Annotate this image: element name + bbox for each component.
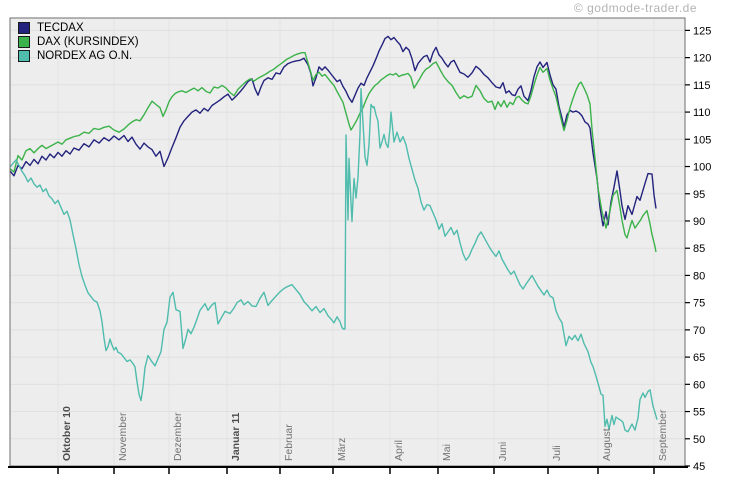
y-tick-label: 70 <box>693 325 705 337</box>
month-label: September <box>657 409 669 461</box>
month-label: Juli <box>551 445 563 461</box>
month-label: Dezember <box>172 412 184 461</box>
y-tick-label: 55 <box>693 407 705 419</box>
y-tick-label: 90 <box>693 216 705 228</box>
legend-label-nordex: NORDEX AG O.N. <box>37 50 133 62</box>
legend-item-dax: DAX (KURSINDEX) <box>18 35 139 49</box>
dax-swatch-icon <box>18 36 30 48</box>
y-tick-label: 85 <box>693 243 705 255</box>
y-tick-label: 115 <box>693 80 711 92</box>
watermark: © godmode-trader.de <box>573 1 697 15</box>
plot-area <box>10 18 685 466</box>
y-tick-label: 110 <box>693 107 711 119</box>
y-tick-label: 75 <box>693 298 705 310</box>
y-tick-label: 125 <box>693 25 711 37</box>
month-label: Februar <box>283 424 295 461</box>
y-tick-label: 60 <box>693 379 705 391</box>
y-tick-label: 105 <box>693 134 711 146</box>
tecdax-swatch-icon <box>18 22 30 34</box>
month-label: April <box>393 440 405 461</box>
month-label: März <box>336 438 348 461</box>
y-tick-label: 50 <box>693 434 705 446</box>
legend-label-dax: DAX (KURSINDEX) <box>37 36 139 48</box>
series-line-tecdax <box>9 35 657 227</box>
month-label: Mai <box>441 444 453 461</box>
series-line-dax-kursindex- <box>9 52 657 253</box>
legend: TECDAX DAX (KURSINDEX) NORDEX AG O.N. <box>18 21 139 63</box>
legend-label-tecdax: TECDAX <box>37 22 84 34</box>
month-label: August <box>601 428 613 461</box>
nordex-swatch-icon <box>18 50 30 62</box>
legend-item-nordex: NORDEX AG O.N. <box>18 49 139 63</box>
series-line-nordex-ag-o-n- <box>9 88 658 433</box>
y-tick-label: 80 <box>693 270 705 282</box>
y-tick-label: 100 <box>693 162 711 174</box>
legend-item-tecdax: TECDAX <box>18 21 139 35</box>
month-label: Juni <box>497 442 509 461</box>
month-label: Oktober 10 <box>61 406 73 461</box>
month-label: November <box>117 412 129 461</box>
y-tick-label: 95 <box>693 189 705 201</box>
y-tick-label: 65 <box>693 352 705 364</box>
y-tick-label: 45 <box>693 461 705 473</box>
y-tick-label: 120 <box>693 53 711 65</box>
month-label: Januar 11 <box>230 412 242 461</box>
